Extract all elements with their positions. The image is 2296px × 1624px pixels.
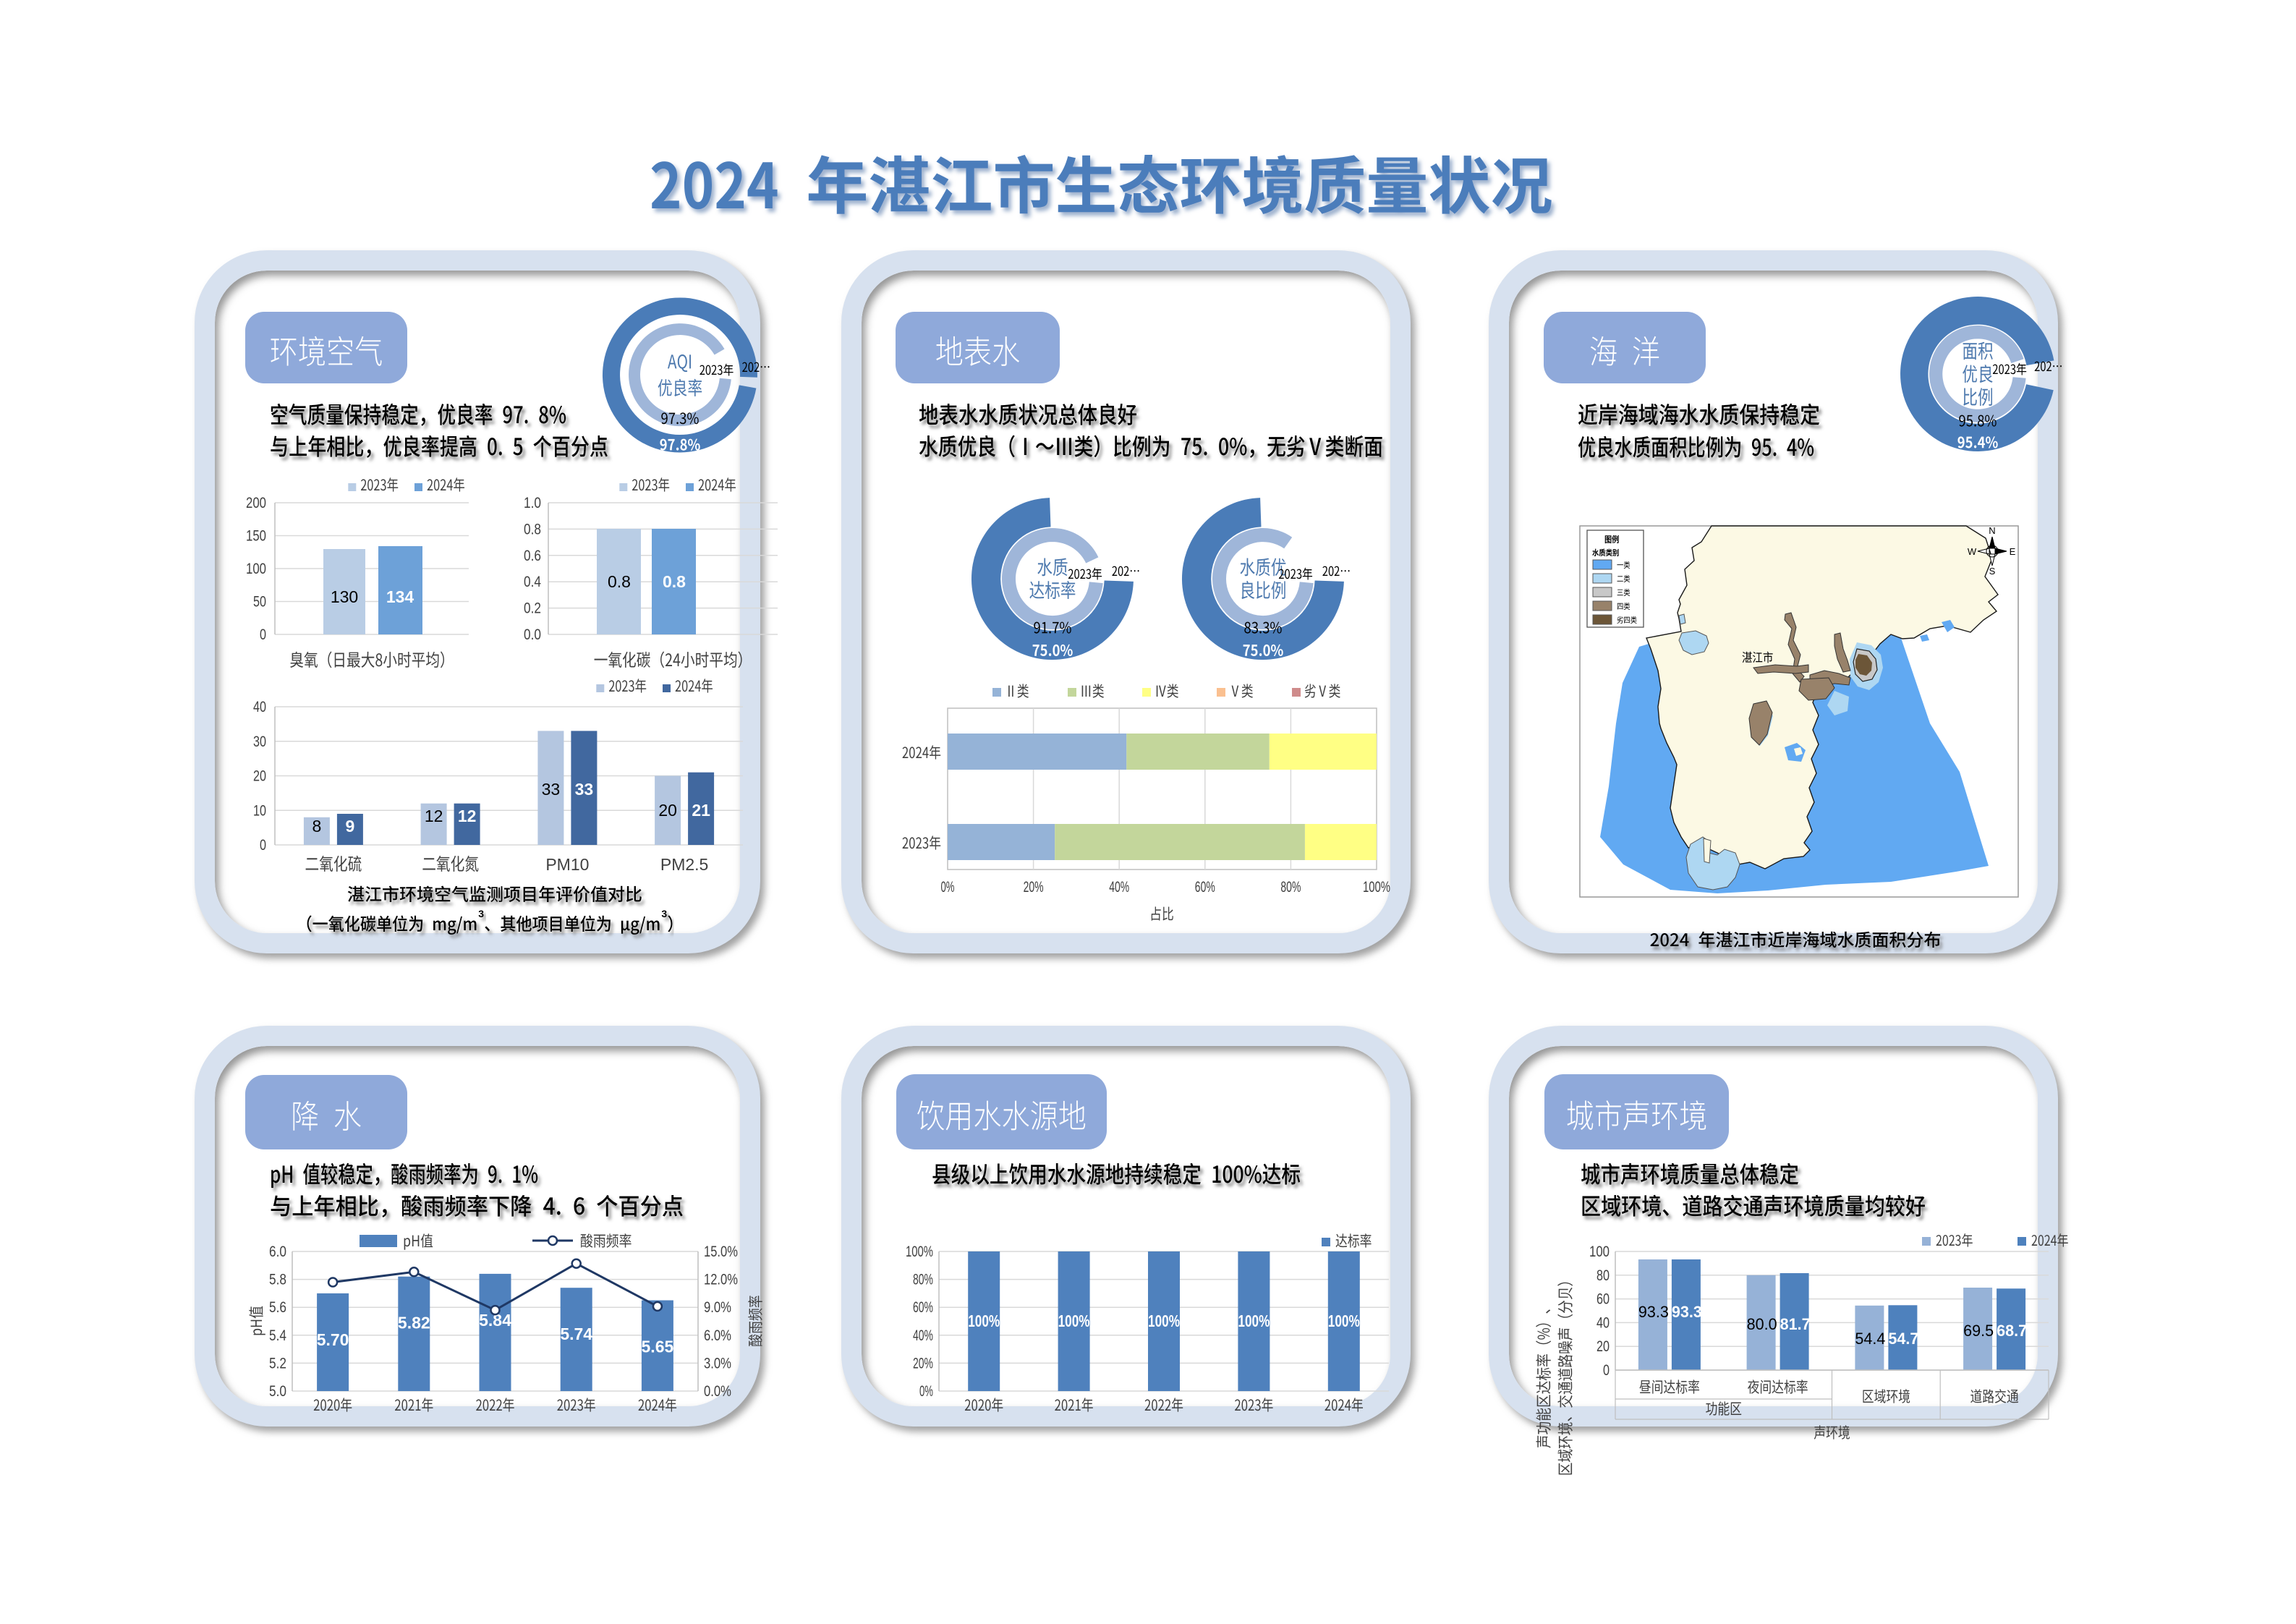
svg-text:40%: 40% [913, 1327, 933, 1344]
svg-text:80%: 80% [1280, 879, 1301, 896]
svg-text:0.0: 0.0 [524, 626, 541, 643]
svg-text:20: 20 [1596, 1338, 1610, 1355]
svg-text:6.0: 6.0 [269, 1243, 286, 1260]
svg-text:PM2.5: PM2.5 [660, 855, 708, 874]
svg-text:54.4: 54.4 [1855, 1330, 1885, 1348]
svg-text:93.3: 93.3 [1672, 1303, 1702, 1321]
svg-text:5.65: 5.65 [642, 1338, 674, 1356]
svg-text:69.5: 69.5 [1963, 1322, 1994, 1340]
svg-text:60: 60 [1596, 1291, 1610, 1308]
svg-text:W: W [1968, 546, 1977, 557]
svg-text:5.2: 5.2 [269, 1355, 286, 1372]
svg-text:150: 150 [246, 528, 266, 545]
svg-text:20: 20 [658, 801, 677, 820]
svg-text:6.0%: 6.0% [704, 1327, 731, 1344]
svg-text:10: 10 [253, 802, 266, 819]
svg-text:100%: 100% [1148, 1311, 1180, 1330]
svg-text:0.8: 0.8 [663, 572, 686, 591]
svg-text:33: 33 [575, 780, 594, 799]
svg-text:134: 134 [386, 587, 414, 606]
svg-text:100: 100 [246, 561, 266, 577]
svg-text:100: 100 [1589, 1243, 1610, 1260]
svg-text:20%: 20% [1024, 879, 1044, 896]
svg-text:0.6: 0.6 [524, 548, 541, 564]
svg-text:5.4: 5.4 [269, 1327, 286, 1344]
svg-text:40: 40 [1596, 1314, 1610, 1331]
svg-text:0.8: 0.8 [524, 521, 541, 537]
svg-text:12: 12 [425, 807, 443, 825]
svg-text:0: 0 [1603, 1362, 1610, 1379]
svg-text:5.70: 5.70 [317, 1330, 349, 1349]
svg-text:80: 80 [1596, 1267, 1610, 1284]
svg-text:20%: 20% [913, 1355, 933, 1372]
svg-text:N: N [1989, 525, 1995, 536]
svg-text:0.4: 0.4 [524, 574, 541, 590]
svg-text:3: 3 [478, 908, 484, 919]
svg-text:S: S [1989, 566, 1996, 577]
svg-text:100%: 100% [906, 1243, 933, 1260]
svg-text:9: 9 [345, 817, 354, 836]
svg-text:30: 30 [253, 734, 266, 750]
svg-text:68.7: 68.7 [1997, 1322, 2027, 1340]
svg-text:100%: 100% [1058, 1311, 1090, 1330]
svg-text:100%: 100% [968, 1311, 1000, 1330]
svg-text:5.74: 5.74 [560, 1325, 592, 1343]
svg-text:54.7: 54.7 [1888, 1330, 1918, 1348]
svg-text:12: 12 [458, 807, 477, 825]
svg-text:50: 50 [253, 594, 266, 611]
svg-text:5.0: 5.0 [269, 1383, 286, 1400]
svg-text:15.0%: 15.0% [704, 1243, 738, 1260]
svg-text:9.0%: 9.0% [704, 1299, 731, 1316]
svg-text:21: 21 [692, 801, 710, 820]
svg-text:8: 8 [312, 817, 321, 836]
svg-text:PM10: PM10 [545, 855, 589, 874]
svg-text:3.0%: 3.0% [704, 1355, 731, 1372]
svg-text:200: 200 [246, 495, 266, 511]
svg-text:E: E [2010, 546, 2016, 557]
svg-text:81.7: 81.7 [1780, 1315, 1811, 1333]
svg-text:0.0%: 0.0% [704, 1383, 731, 1400]
svg-text:0%: 0% [941, 879, 955, 896]
svg-text:80.0: 80.0 [1747, 1315, 1777, 1333]
svg-text:5.6: 5.6 [269, 1299, 286, 1316]
svg-text:0.2: 0.2 [524, 600, 541, 617]
svg-text:5.8: 5.8 [269, 1272, 286, 1288]
svg-text:100%: 100% [1238, 1311, 1270, 1330]
svg-text:20: 20 [253, 768, 266, 785]
svg-text:5.82: 5.82 [398, 1314, 430, 1332]
svg-text:0.8: 0.8 [608, 572, 631, 591]
svg-text:33: 33 [542, 780, 561, 799]
svg-text:0: 0 [260, 626, 266, 643]
svg-text:12.0%: 12.0% [704, 1272, 738, 1288]
svg-text:60%: 60% [1195, 879, 1215, 896]
svg-text:100%: 100% [1328, 1311, 1360, 1330]
svg-text:3: 3 [661, 908, 667, 919]
svg-text:40: 40 [253, 699, 266, 715]
svg-text:1.0: 1.0 [524, 495, 541, 511]
svg-text:93.3: 93.3 [1638, 1303, 1669, 1321]
svg-text:0: 0 [260, 837, 266, 854]
svg-text:80%: 80% [913, 1272, 933, 1288]
svg-text:130: 130 [331, 587, 358, 606]
svg-text:0%: 0% [919, 1383, 933, 1400]
svg-text:60%: 60% [913, 1299, 933, 1316]
svg-text:100%: 100% [1363, 879, 1390, 896]
svg-text:40%: 40% [1109, 879, 1129, 896]
